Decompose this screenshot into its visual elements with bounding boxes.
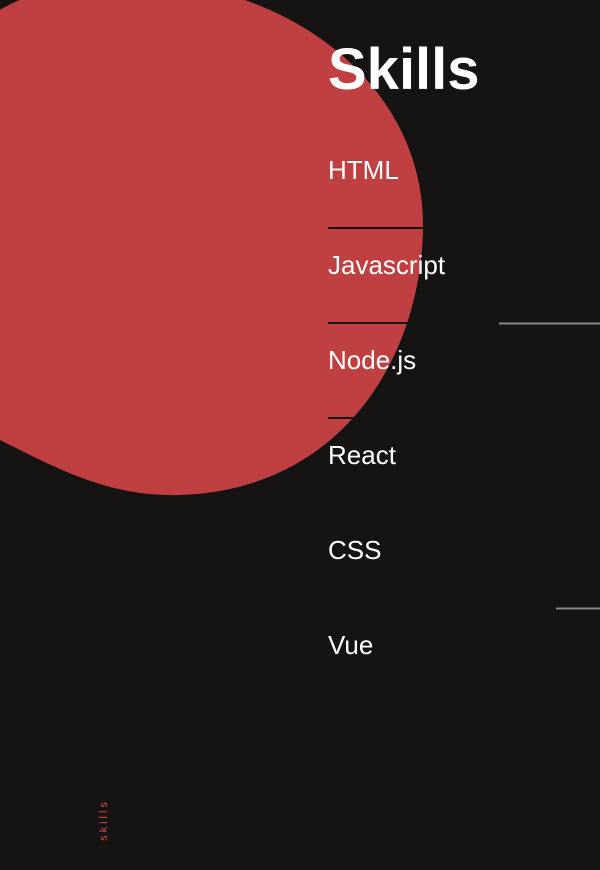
skill-item: Node.js xyxy=(328,340,445,435)
side-label: skills xyxy=(98,799,110,841)
section-title: Skills xyxy=(328,37,480,102)
skill-item: HTML xyxy=(328,150,445,245)
skill-label: Vue xyxy=(328,630,374,660)
red-blob xyxy=(0,0,424,496)
separator xyxy=(328,322,423,324)
skill-label: Node.js xyxy=(328,345,417,375)
skill-label: React xyxy=(328,440,396,470)
skill-label: HTML xyxy=(328,155,399,185)
skill-item: Vue xyxy=(328,625,445,720)
separator xyxy=(328,417,423,419)
skill-item: CSS xyxy=(328,530,445,625)
skill-label: Javascript xyxy=(328,250,446,280)
skill-list: HTML Javascript Node.js React CSS Vue xyxy=(328,150,445,720)
skill-item: React xyxy=(328,435,445,530)
skill-item: Javascript xyxy=(328,245,445,340)
separator xyxy=(328,227,423,229)
skill-label: CSS xyxy=(328,535,382,565)
